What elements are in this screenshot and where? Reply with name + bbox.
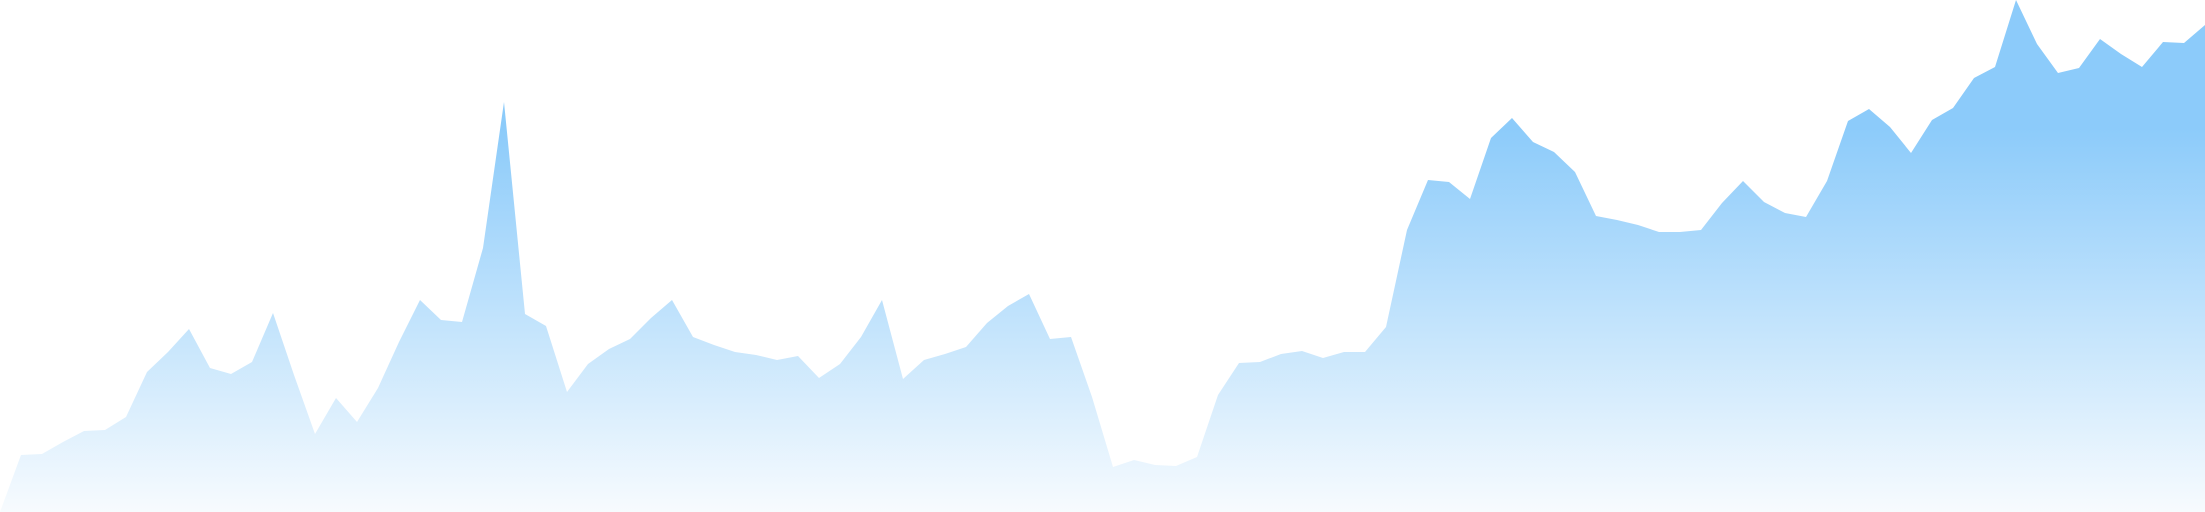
area-series-0 [0,0,2205,512]
chart-svg [0,0,2205,512]
area-chart [0,0,2205,512]
